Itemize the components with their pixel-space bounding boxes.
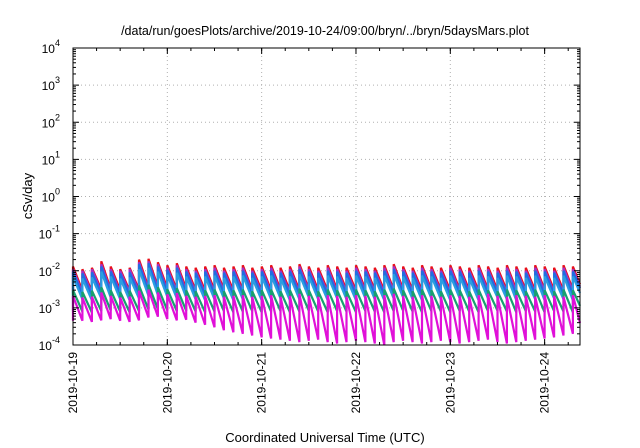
y-axis-title: cSv/day <box>20 172 35 219</box>
x-tick-labels: 2019-10-19 2019-10-20 2019-10-21 2019-10-22… <box>66 352 552 414</box>
x-tick-label: 2019-10-22 <box>349 352 363 414</box>
y-tick-label: 10-4 <box>39 335 60 353</box>
ticks <box>72 47 580 346</box>
x-tick-label: 2019-10-20 <box>160 352 174 414</box>
y-tick-label: 10-3 <box>39 298 60 316</box>
y-tick-labels: 10-4 10-3 10-2 10-1 100 101 102 103 104 <box>39 38 60 353</box>
y-tick-label: 10-1 <box>39 224 60 242</box>
y-tick-label: 104 <box>42 38 60 56</box>
chart-title: /data/run/goesPlots/archive/2019-10-24/0… <box>121 24 529 38</box>
y-tick-label: 102 <box>42 112 60 130</box>
x-axis-title: Coordinated Universal Time (UTC) <box>225 430 424 445</box>
y-tick-label: 101 <box>42 149 60 167</box>
x-tick-label: 2019-10-23 <box>443 352 457 414</box>
y-tick-label: 103 <box>42 75 60 93</box>
x-tick-label: 2019-10-21 <box>255 352 269 414</box>
x-tick-label: 2019-10-24 <box>538 352 552 414</box>
y-tick-label: 10-2 <box>39 261 60 279</box>
x-tick-label: 2019-10-19 <box>66 352 80 414</box>
y-tick-label: 100 <box>42 187 60 205</box>
